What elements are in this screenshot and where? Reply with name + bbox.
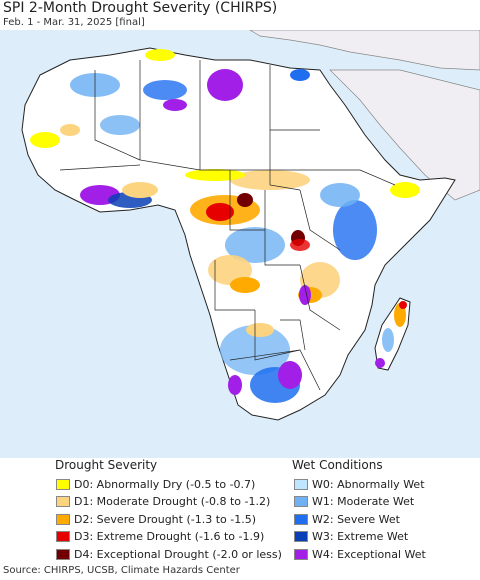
legend-item-w1: W1: Moderate Wet [294,495,414,509]
patch-d0-horn [390,182,420,198]
legend-label-w1: W1: Moderate Wet [312,495,415,508]
patch-w2-sahara [143,80,187,100]
legend-label-d3: D3: Extreme Drought (-1.6 to -1.9) [74,530,265,543]
legend-swatch-d0 [56,478,70,490]
patch-d3-central [206,203,234,221]
page-title: SPI 2-Month Drought Severity (CHIRPS) [3,0,278,16]
drought-legend-heading: Drought Severity [55,458,158,472]
legend-swatch-d3 [56,531,70,542]
legend: Drought Severity Wet Conditions D0: Abno… [0,458,480,562]
source-credit: Source: CHIRPS, UCSB, Climate Hazards Ce… [3,565,240,576]
wet-legend-heading: Wet Conditions [292,458,383,472]
patch-d1-westafrica [122,182,158,198]
legend-swatch-d2 [56,513,70,525]
patch-w4-southafrica [278,361,302,389]
anomaly-patches [30,49,420,403]
legend-swatch-d4 [56,548,70,560]
legend-label-d1: D1: Moderate Drought (-0.8 to -1.2) [74,495,271,508]
patch-w1-ethiopia [320,183,360,207]
legend-swatch-d1 [56,496,70,507]
legend-item-d0: D0: Abnormally Dry (-0.5 to -0.7) [56,477,255,491]
patch-w1-congo [225,227,285,263]
legend-label-d2: D2: Severe Drought (-1.3 to -1.5) [74,512,257,526]
patch-d2-angola [230,277,260,293]
legend-label-d4: D4: Exceptional Drought (-2.0 or less) [74,547,282,561]
legend-item-d4: D4: Exceptional Drought (-2.0 or less) [56,547,282,561]
patch-d1-west [60,124,80,136]
patch-d3-lake [290,239,310,251]
patch-w4-namibia [228,375,242,395]
europe-landmass [249,30,480,71]
patch-w4-madagascar [375,358,385,368]
patch-w4-algeria [163,99,187,111]
legend-swatch-w2 [294,513,308,525]
drought-map [0,30,480,460]
country-borders [59,60,396,391]
legend-item-w4: W4: Exceptional Wet [294,547,426,561]
patch-d4-central [237,193,253,207]
patch-d0-mauritania [30,132,60,148]
legend-label-w3: W3: Extreme Wet [312,530,409,543]
legend-label-d0: D0: Abnormally Dry (-0.5 to -0.7) [74,477,256,491]
legend-label-w2: W2: Severe Wet [312,512,400,526]
patch-d0-north [145,49,175,61]
legend-label-w0: W0: Abnormally Wet [312,477,425,491]
legend-item-d3: D3: Extreme Drought (-1.6 to -1.9) [56,530,264,544]
legend-item-w3: W3: Extreme Wet [294,530,408,544]
legend-swatch-w1 [294,496,308,507]
legend-swatch-w4 [294,548,308,560]
legend-label-w4: W4: Exceptional Wet [312,547,426,561]
legend-item-d2: D2: Severe Drought (-1.3 to -1.5) [56,512,256,526]
legend-item-w2: W2: Severe Wet [294,512,400,526]
legend-swatch-w3 [294,531,308,542]
africa-map-svg [21,30,480,421]
page-subtitle: Feb. 1 - Mar. 31, 2025 [final] [3,17,145,28]
patch-w1-madagascar [382,328,394,352]
legend-item-w0: W0: Abnormally Wet [294,477,425,491]
patch-w1-mali [100,115,140,135]
patch-w4-libya [207,69,243,101]
patch-d1-southern [246,323,274,337]
patch-w2-eastafrica [333,200,377,260]
legend-item-d1: D1: Moderate Drought (-0.8 to -1.2) [56,495,270,509]
patch-w2-egypt [290,69,310,81]
patch-d3-madagascar [399,301,407,309]
patch-d0-sahel [185,169,245,181]
legend-swatch-w0 [294,478,308,490]
